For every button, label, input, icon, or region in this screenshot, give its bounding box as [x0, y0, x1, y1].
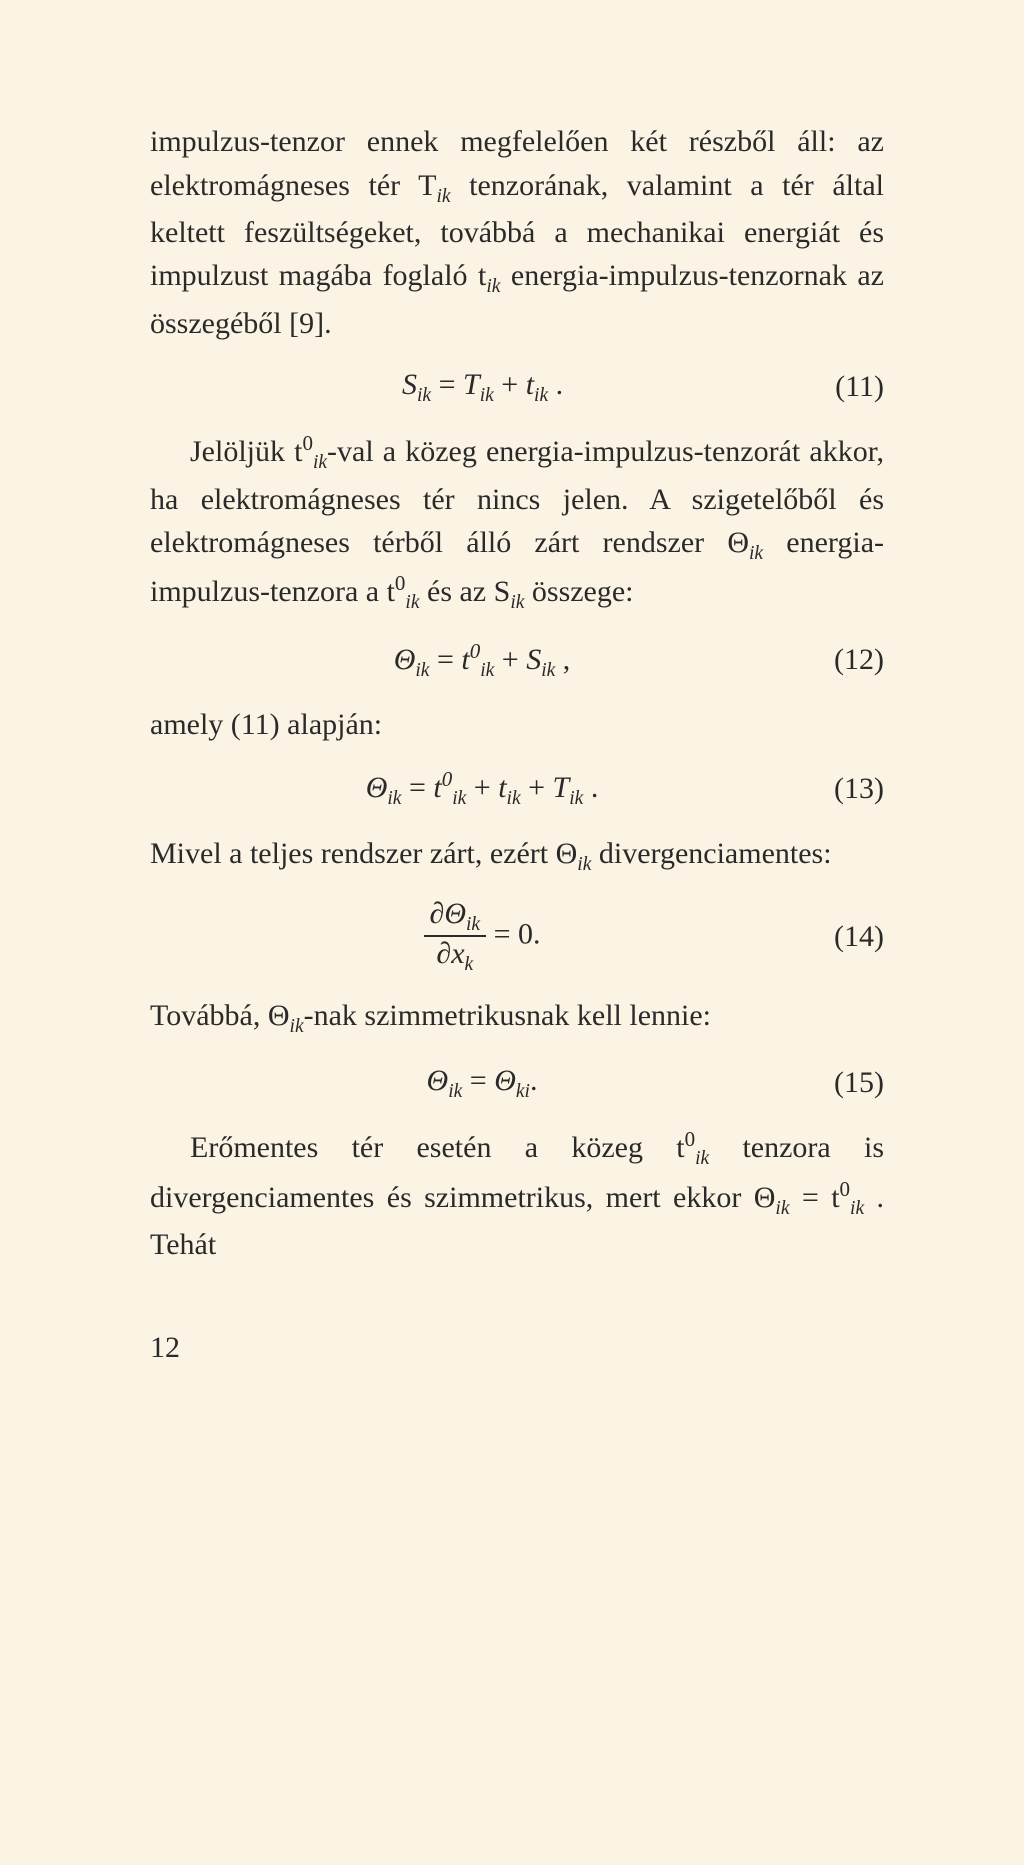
equation-15: Θik = Θki. (15) [150, 1059, 884, 1106]
equation-number: (14) [814, 915, 884, 959]
text: -nak szimmetrikusnak kell lennie: [304, 999, 711, 1032]
plus: + [494, 368, 526, 401]
sym: Θ [494, 1064, 516, 1097]
eq-sign: = [431, 368, 463, 401]
eq-sign: = [401, 771, 433, 804]
text: Jelöljük t [190, 435, 302, 468]
subscript: ik [577, 854, 591, 875]
equation-13: Θik = t0ik + tik + Tik . (13) [150, 764, 884, 813]
equation-12: Θik = t0ik + Sik , (12) [150, 636, 884, 685]
subscript: ik [510, 592, 524, 613]
equation-number: (15) [814, 1061, 884, 1105]
text: és az S [420, 575, 511, 608]
equation-number: (13) [814, 767, 884, 811]
denominator: ∂xk [424, 937, 487, 975]
subscript: ik [775, 1198, 789, 1219]
text: divergenciamentes: [591, 837, 831, 870]
subscript: ik [569, 788, 583, 809]
dot: . [583, 771, 598, 804]
subscript: ik [405, 592, 419, 613]
superscript: 0 [470, 639, 481, 663]
equation-body: Sik = Tik + tik . [150, 363, 815, 410]
sym: Θ [427, 1064, 449, 1097]
subscript: ik [466, 914, 480, 935]
fraction: ∂Θik ∂xk [424, 897, 487, 976]
sym: S [402, 368, 417, 401]
sym: S [526, 643, 541, 676]
subscript: ik [480, 385, 494, 406]
subscript: ik [695, 1148, 709, 1169]
sym: T [553, 771, 570, 804]
plus: + [466, 771, 498, 804]
eq-sign: = [462, 1064, 494, 1097]
text: összege: [524, 575, 633, 608]
text: amely (11) alapján: [150, 708, 382, 741]
superscript: 0 [442, 767, 453, 791]
subscript: ik [448, 1081, 462, 1102]
text: = t [789, 1181, 839, 1214]
comma: , [555, 643, 570, 676]
page: impulzus-tenzor ennek megfelelően két ré… [0, 0, 1024, 1450]
equation-14: ∂Θik ∂xk = 0. (14) [150, 897, 884, 976]
subscript: ik [486, 276, 500, 297]
superscript: 0 [840, 1177, 851, 1201]
paragraph-4: Mivel a teljes rendszer zárt, ezért Θik … [150, 832, 884, 879]
dot: . [548, 368, 563, 401]
sym: ∂Θ [430, 897, 467, 930]
subscript: ik [850, 1198, 864, 1219]
superscript: 0 [685, 1127, 696, 1151]
eq-sign: = [429, 643, 461, 676]
subscript: ik [290, 1016, 304, 1037]
sym: t [526, 368, 534, 401]
page-number: 12 [150, 1326, 884, 1370]
plus: + [494, 643, 526, 676]
subscript: ik [749, 543, 763, 564]
sym: t [461, 643, 469, 676]
subscript: ik [436, 186, 450, 207]
subscript: ik [313, 452, 327, 473]
superscript: 0 [302, 431, 313, 455]
paragraph-1: impulzus-tenzor ennek megfelelően két ré… [150, 120, 884, 345]
equation-body: Θik = t0ik + Sik , [150, 636, 814, 685]
text: Továbbá, Θ [150, 999, 290, 1032]
equation-body: Θik = t0ik + tik + Tik . [150, 764, 814, 813]
numerator: ∂Θik [424, 897, 487, 937]
subscript: ik [417, 385, 431, 406]
paragraph-6: Erőmentes tér esetén a közeg t0ik tenzor… [150, 1124, 884, 1266]
subscript: ki [516, 1081, 530, 1102]
equation-11: Sik = Tik + tik . (11) [150, 363, 884, 410]
sym: ∂x [436, 937, 464, 970]
equation-body: Θik = Θki. [150, 1059, 814, 1106]
plus: + [521, 771, 553, 804]
subscript: ik [507, 788, 521, 809]
rhs: = 0. [494, 917, 541, 950]
sym: t [498, 771, 506, 804]
paragraph-5: Továbbá, Θik-nak szimmetrikusnak kell le… [150, 994, 884, 1041]
paragraph-3: amely (11) alapján: [150, 703, 884, 747]
superscript: 0 [395, 571, 406, 595]
subscript: ik [452, 788, 466, 809]
subscript: ik [534, 385, 548, 406]
sym: Θ [366, 771, 388, 804]
subscript: ik [415, 660, 429, 681]
equation-body: ∂Θik ∂xk = 0. [150, 897, 814, 976]
subscript: ik [480, 660, 494, 681]
text: Mivel a teljes rendszer zárt, ezért Θ [150, 837, 577, 870]
paragraph-2: Jelöljük t0ik-val a közeg energia-impulz… [150, 428, 884, 617]
equation-number: (12) [814, 638, 884, 682]
sym: Θ [394, 643, 416, 676]
dot: . [530, 1064, 538, 1097]
sym: T [463, 368, 480, 401]
subscript: k [465, 954, 474, 975]
text: Erőmentes tér esetén a közeg t [190, 1131, 685, 1164]
subscript: ik [387, 788, 401, 809]
sym: t [433, 771, 441, 804]
subscript: ik [541, 660, 555, 681]
equation-number: (11) [815, 365, 884, 409]
